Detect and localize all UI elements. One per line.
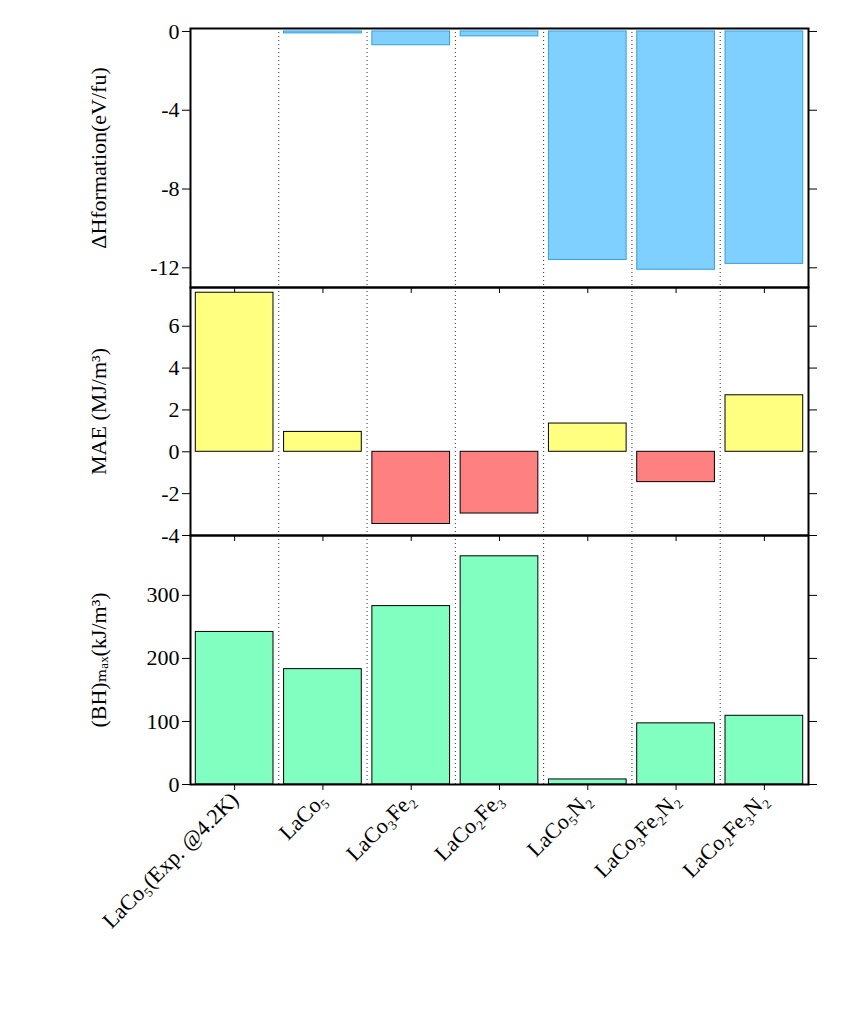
svg-text:0: 0: [169, 772, 180, 797]
svg-text:-8: -8: [161, 176, 179, 201]
svg-text:-4: -4: [161, 523, 179, 548]
svg-text:LaCo₃Fe₂N₂: LaCo₃Fe₂N₂: [589, 787, 684, 882]
svg-text:4: 4: [169, 355, 180, 380]
svg-text:300: 300: [147, 582, 180, 607]
svg-text:LaCo₃Fe₂: LaCo₃Fe₂: [341, 787, 420, 866]
svg-text:0: 0: [169, 439, 180, 464]
svg-text:ΔHformation(eV/fu): ΔHformation(eV/fu): [86, 67, 111, 249]
svg-text:-2: -2: [161, 481, 179, 506]
svg-text:6: 6: [169, 313, 180, 338]
svg-text:(BH)ₘₐₓ(kJ/m³): (BH)ₘₐₓ(kJ/m³): [86, 592, 111, 727]
svg-text:100: 100: [147, 709, 180, 734]
svg-text:LaCo₂Fe₃N₂: LaCo₂Fe₃N₂: [678, 787, 773, 882]
svg-text:LaCo₅N₂: LaCo₅N₂: [522, 787, 596, 861]
svg-text:LaCo₅(Exp. @4.2K): LaCo₅(Exp. @4.2K): [97, 787, 243, 933]
svg-text:MAE (MJ/m³): MAE (MJ/m³): [86, 348, 111, 475]
svg-text:200: 200: [147, 645, 180, 670]
svg-text:LaCo₂Fe₃: LaCo₂Fe₃: [429, 787, 508, 866]
svg-text:2: 2: [169, 397, 180, 422]
svg-text:-12: -12: [150, 255, 179, 280]
svg-text:0: 0: [169, 18, 180, 43]
svg-text:-4: -4: [161, 97, 179, 122]
svg-text:LaCo₅: LaCo₅: [274, 787, 332, 845]
